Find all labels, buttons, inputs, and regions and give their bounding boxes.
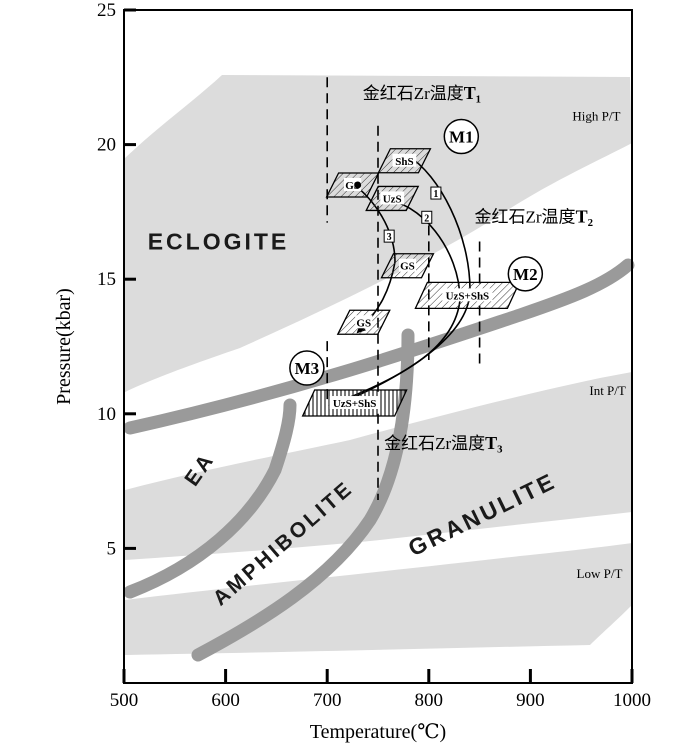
sample-box-label: GS [356, 317, 371, 329]
path-marker-label: 1 [433, 189, 438, 200]
x-tick-label: 900 [516, 690, 545, 711]
sample-box-label: UzS+ShS [446, 290, 490, 302]
sample-box-label-bg [329, 396, 380, 410]
path-marker-label: 2 [424, 213, 429, 224]
sample-box-label: GS [400, 261, 415, 273]
sample-box-label-bg [398, 258, 417, 272]
axes: 500 600 700 800 900 1000 5 10 15 20 25 Temperature(… [53, 0, 651, 743]
eclogite-boundary-band [123, 258, 635, 435]
y-axis-label: Pressure(kbar) [53, 288, 75, 405]
path-start-dot [354, 181, 362, 189]
sample-box-label: UzS [383, 193, 402, 205]
path-marker [383, 229, 395, 243]
x-tick-label: 700 [313, 690, 342, 711]
path-marker [421, 210, 433, 224]
sample-box-label-bg [380, 191, 405, 205]
pt-type-labels: High P/T Int P/T Low P/T [572, 108, 625, 581]
x-tick-label: 500 [110, 690, 139, 711]
sample-box-label: ShS [395, 156, 413, 168]
temperature-line-label: 金红石Zr温度T₂ [475, 207, 593, 227]
stage-label: M1 [449, 128, 474, 147]
sample-box-label-bg [355, 315, 373, 329]
stage-label: M3 [295, 359, 320, 378]
pt-type-label: Int P/T [589, 383, 626, 398]
pt-type-label: High P/T [572, 108, 620, 123]
temperature-line-label: 金红石Zr温度T₃ [384, 433, 503, 453]
y-tick-label: 20 [97, 135, 116, 156]
stage-label: M2 [513, 265, 538, 284]
temperature-lines: 金红石Zr温度T₁ 金红石Zr温度T₃ 金红石Zr温度T₂ [326, 77, 593, 500]
sample-box-label-bg [442, 288, 493, 302]
temperature-line-label: 金红石Zr温度T₁ [363, 83, 481, 103]
y-tick-label: 5 [107, 538, 117, 559]
stage-circle [443, 118, 480, 155]
path-marker-label: 3 [387, 232, 392, 243]
pt-type-label: Low P/T [577, 566, 623, 581]
y-tick-label: 25 [97, 0, 116, 21]
y-tick-label: 10 [97, 404, 116, 425]
x-tick-label: 600 [211, 690, 240, 711]
facies-label: ECLOGITE [148, 229, 290, 255]
facies-boundaries [123, 258, 635, 662]
path-marker [430, 186, 442, 200]
stage-labels: M1 M2 M3 [289, 118, 544, 386]
path-markers: 1 2 3 [383, 186, 442, 243]
stage-circle [289, 350, 325, 386]
ea-amphibolite-band [123, 398, 297, 599]
x-axis-label: Temperature(℃) [310, 721, 446, 743]
sample-box-label-bg [392, 153, 417, 167]
amphibolite-granulite-band [191, 328, 415, 662]
stage-circle [507, 256, 544, 292]
sample-box-label: UzS+ShS [333, 398, 377, 410]
plot-frame [123, 9, 633, 684]
x-tick-label: 1000 [613, 690, 651, 711]
high-pt-field [125, 75, 632, 392]
x-tick-label: 800 [415, 690, 444, 711]
y-tick-label: 15 [97, 269, 116, 290]
